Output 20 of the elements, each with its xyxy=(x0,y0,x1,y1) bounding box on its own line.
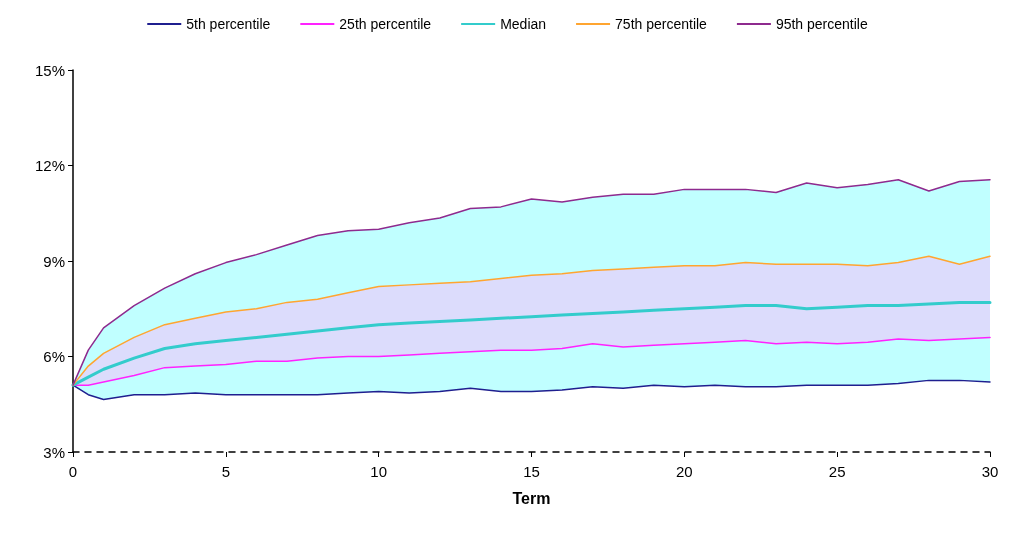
y-tick-label: 3% xyxy=(43,443,65,461)
x-tick-label: 25 xyxy=(828,463,846,480)
y-tick-label: 6% xyxy=(43,348,65,365)
y-tick-label: 12% xyxy=(34,157,65,174)
legend-label: 95th percentile xyxy=(775,16,868,32)
x-tick-label: 10 xyxy=(370,463,388,480)
legend-label: 5th percentile xyxy=(186,16,271,32)
y-tick-label: 9% xyxy=(43,252,65,270)
legend-label: 25th percentile xyxy=(339,16,432,32)
legend-label: 75th percentile xyxy=(615,16,708,32)
legend-label: Median xyxy=(500,16,547,32)
x-tick-label: 20 xyxy=(675,463,693,480)
line-series xyxy=(71,300,992,387)
x-axis-title: Term xyxy=(512,489,551,507)
line-series xyxy=(72,379,991,401)
x-tick-label: 5 xyxy=(221,463,231,480)
x-tick-label: 30 xyxy=(981,463,999,480)
y-tick-label: 15% xyxy=(34,61,65,79)
x-tick-label: 0 xyxy=(68,463,78,480)
x-tick-label: 15 xyxy=(523,463,540,480)
